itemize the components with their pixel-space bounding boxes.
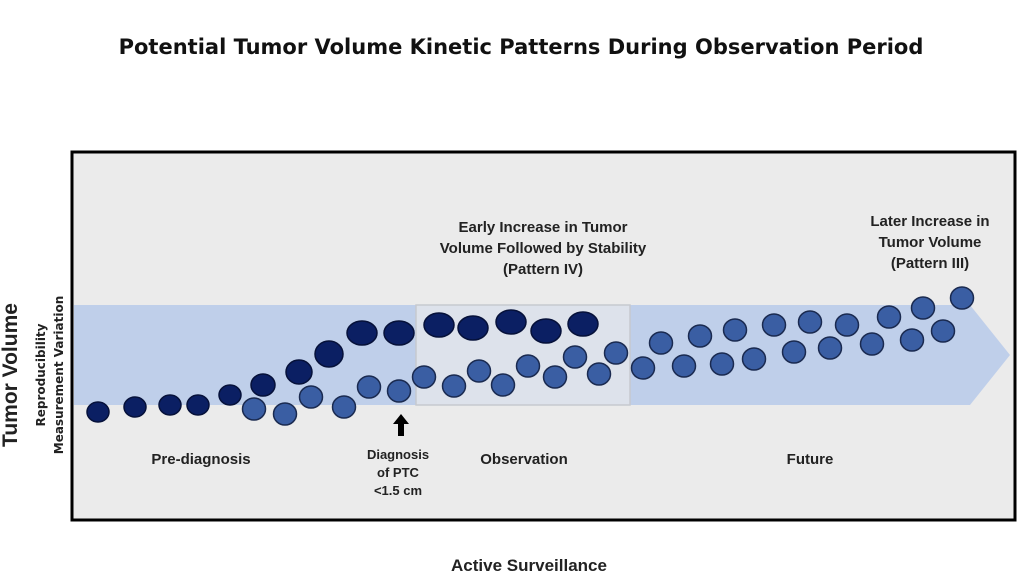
pattern-iv-line-2: Volume Followed by Stability	[440, 240, 647, 257]
phase-observation: Observation	[480, 451, 568, 468]
pattern-iii-dot	[899, 328, 925, 352]
phase-pre-diagnosis: Pre-diagnosis	[151, 451, 250, 468]
pattern-iii-dot	[648, 331, 674, 355]
pattern-iii-dot	[441, 374, 467, 398]
pattern-iii-dot	[949, 286, 975, 310]
x-axis-label: Active Surveillance	[451, 556, 607, 575]
pattern-iii-dot	[562, 345, 588, 369]
pattern-iv-dot	[285, 359, 313, 385]
pattern-iii-dot	[411, 365, 437, 389]
pattern-iii-dot	[515, 354, 541, 378]
pattern-iv-dot	[423, 312, 455, 338]
pattern-iii-dot	[466, 359, 492, 383]
diagram-title: Potential Tumor Volume Kinetic Patterns …	[119, 35, 924, 59]
pattern-iv-dot	[346, 320, 378, 346]
diagnosis-arrow-icon	[393, 414, 409, 436]
y-axis-label: Tumor Volume	[0, 303, 22, 447]
pattern-iii-dot	[241, 397, 267, 421]
pattern-iii-dot	[817, 336, 843, 360]
pattern-iv-line-3: (Pattern IV)	[503, 261, 583, 278]
pattern-iv-dot	[86, 401, 110, 423]
pattern-iii-dot	[781, 340, 807, 364]
pattern-iv-dot	[567, 311, 599, 337]
pattern-iii-dot	[687, 324, 713, 348]
y-axis-sub-label-measurement-variation: Measurement Variation	[52, 296, 66, 455]
diagnosis-line-1: Diagnosis	[367, 447, 429, 462]
pattern-iv-dot	[250, 373, 276, 397]
pattern-iv-dot	[495, 309, 527, 335]
pattern-iii-dot	[930, 319, 956, 343]
pattern-iii-dot	[586, 362, 612, 386]
pattern-iv-dot	[218, 384, 242, 406]
pattern-iii-line-2: Tumor Volume	[879, 234, 982, 251]
pattern-iii-dot	[709, 352, 735, 376]
phase-future: Future	[787, 451, 834, 468]
diagnosis-annotation: Diagnosis of PTC <1.5 cm	[367, 447, 429, 498]
pattern-iii-line-3: (Pattern III)	[891, 255, 969, 272]
pattern-iii-dot	[386, 379, 412, 403]
pattern-iii-dot	[603, 341, 629, 365]
pattern-iv-line-1: Early Increase in Tumor	[459, 219, 628, 236]
pattern-iii-dot	[298, 385, 324, 409]
diagnosis-line-3: <1.5 cm	[374, 483, 422, 498]
pattern-iii-dot	[859, 332, 885, 356]
pattern-iii-dot	[331, 395, 357, 419]
pattern-iv-dot	[158, 394, 182, 416]
y-axis-sub-label-reproducibility: Reproducibility	[34, 323, 48, 426]
pattern-iv-dot	[530, 318, 562, 344]
pattern-iii-dot	[542, 365, 568, 389]
pattern-iii-dot	[834, 313, 860, 337]
pattern-iii-dot	[671, 354, 697, 378]
pattern-iii-dot	[630, 356, 656, 380]
pattern-iii-dot	[490, 373, 516, 397]
pattern-iv-dot	[314, 340, 344, 368]
pattern-iii-dot	[910, 296, 936, 320]
pattern-iii-dot	[741, 347, 767, 371]
tumor-volume-dots	[86, 286, 975, 426]
pattern-iii-dot	[797, 310, 823, 334]
pattern-iii-dot	[761, 313, 787, 337]
pattern-iii-dot	[722, 318, 748, 342]
pattern-iv-dot	[383, 320, 415, 346]
pattern-iii-dot	[876, 305, 902, 329]
pattern-iv-dot	[123, 396, 147, 418]
pattern-iv-dot	[186, 394, 210, 416]
pattern-iv-dot	[457, 315, 489, 341]
pattern-iii-dot	[356, 375, 382, 399]
pattern-iii-dot	[272, 402, 298, 426]
pattern-iii-annotation: Later Increase in Tumor Volume (Pattern …	[870, 213, 989, 272]
diagnosis-line-2: of PTC	[377, 465, 419, 480]
pattern-iii-line-1: Later Increase in	[870, 213, 989, 230]
pattern-iv-annotation: Early Increase in Tumor Volume Followed …	[440, 219, 647, 278]
